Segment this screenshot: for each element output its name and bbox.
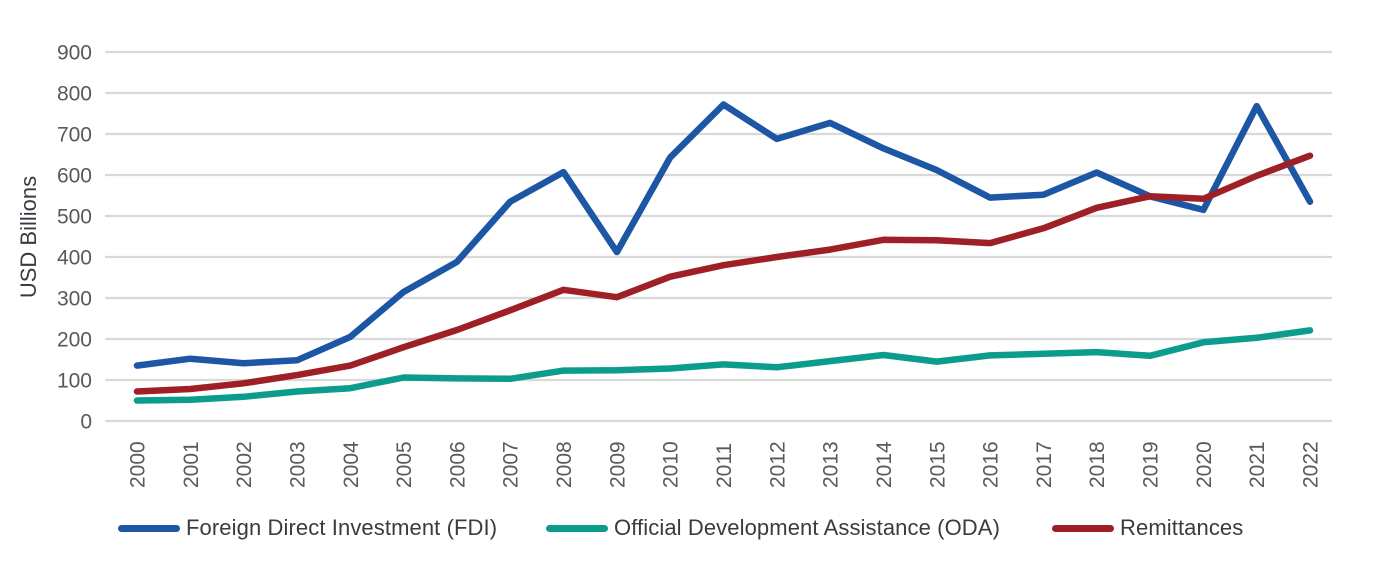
y-tick-label-800: 800 [57,83,92,106]
y-tick-label-700: 700 [57,124,92,147]
x-tick-label-2016: 2016 [980,441,1003,488]
y-tick-label-400: 400 [57,247,92,270]
legend-item-remittances: Remittances [1052,510,1243,546]
x-tick-label-2004: 2004 [340,441,363,488]
x-tick-label-2013: 2013 [820,441,843,488]
chart-legend: Foreign Direct Investment (FDI) Official… [0,510,1380,546]
x-tick-label-2007: 2007 [500,441,523,488]
y-tick-label-0: 0 [80,411,92,434]
y-tick-label-200: 200 [57,329,92,352]
legend-label-remittances: Remittances [1120,515,1244,540]
legend-item-oda: Official Development Assistance (ODA) [546,510,1000,546]
x-tick-label-2005: 2005 [393,441,416,488]
y-tick-label-600: 600 [57,165,92,188]
y-axis-title: USD Billions [16,176,41,298]
series-line-remittances [133,152,1314,395]
legend-label-oda: Official Development Assistance (ODA) [614,515,1000,540]
x-tick-label-2022: 2022 [1300,441,1323,488]
series-line-fdi [133,101,1314,369]
x-tick-label-2010: 2010 [660,441,683,488]
series-line-oda [133,327,1314,404]
y-tick-label-300: 300 [57,288,92,311]
x-tick-label-2009: 2009 [606,441,629,488]
x-tick-label-2011: 2011 [713,443,736,488]
y-tick-label-100: 100 [57,370,92,393]
legend-label-fdi: Foreign Direct Investment (FDI) [186,515,498,540]
legend-swatch-fdi [118,524,180,532]
x-tick-label-2014: 2014 [873,441,896,488]
x-tick-label-2003: 2003 [287,441,310,488]
x-tick-label-2019: 2019 [1140,441,1163,488]
x-tick-label-2012: 2012 [766,441,789,488]
x-tick-label-2001: 2001 [180,441,203,488]
x-tick-label-2008: 2008 [553,441,576,488]
x-tick-label-2002: 2002 [233,441,256,488]
x-tick-label-2018: 2018 [1086,441,1109,488]
legend-swatch-oda [546,524,608,532]
x-tick-label-2015: 2015 [926,441,949,488]
legend-swatch-remittances [1052,524,1114,532]
line-chart-plot: 0 100 200 300 400 500 600 700 800 900 2000 2001 2002… [16,42,1332,488]
x-tick-label-2020: 2020 [1193,441,1216,488]
x-tick-label-2021: 2021 [1246,441,1269,488]
x-tick-label-2006: 2006 [446,441,469,488]
x-tick-label-2017: 2017 [1033,441,1056,488]
x-tick-label-2000: 2000 [127,441,150,488]
y-tick-label-500: 500 [57,206,92,229]
legend-item-fdi: Foreign Direct Investment (FDI) [118,510,497,546]
y-tick-label-900: 900 [57,42,92,65]
